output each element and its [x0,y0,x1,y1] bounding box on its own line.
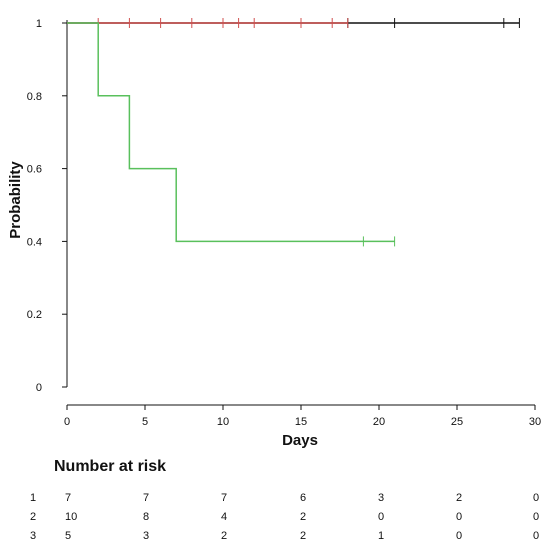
risk-count: 0 [456,511,463,523]
x-tick-label: 5 [142,416,148,428]
risk-count: 1 [378,530,385,542]
risk-count: 0 [533,530,540,542]
x-tick-label: 0 [64,416,70,428]
risk-count: 0 [456,530,463,542]
x-tick-label: 10 [217,416,229,428]
y-tick-label: 0.8 [27,91,42,103]
risk-count: 2 [456,492,463,504]
x-tick-label: 20 [373,416,385,428]
risk-table-title: Number at risk [54,458,167,475]
risk-count: 7 [221,492,228,504]
risk-count: 4 [221,511,228,523]
risk-count: 0 [533,492,540,504]
y-tick-label: 1 [36,18,42,30]
risk-count: 2 [300,530,307,542]
survival-chart: 0 5 10 15 20 25 30 0 0.2 0.4 0.6 0.8 1 Days Probabil… [7,18,541,449]
y-tick-label: 0.4 [27,236,42,248]
risk-count: 2 [300,511,307,523]
risk-row-label: 1 [30,492,37,504]
y-tick-label: 0 [36,382,42,394]
risk-count: 7 [143,492,150,504]
risk-count: 5 [65,530,72,542]
risk-row-label: 2 [30,511,37,523]
y-tick-label: 0.2 [27,309,42,321]
y-tick-label: 0.6 [27,164,42,176]
risk-count: 0 [378,511,385,523]
y-axis-title: Probability [7,161,24,239]
x-axis-title: Days [282,432,318,449]
risk-count: 2 [221,530,228,542]
x-tick-label: 30 [529,416,541,428]
x-tick-label: 15 [295,416,307,428]
risk-count: 8 [143,511,150,523]
risk-count: 3 [378,492,385,504]
series-3-curve [67,22,395,243]
axes: 0 5 10 15 20 25 30 0 0.2 0.4 0.6 0.8 1 [27,18,541,428]
risk-row-label: 3 [30,530,37,542]
risk-count: 7 [65,492,72,504]
risk-count: 0 [533,511,540,523]
x-tick-label: 25 [451,416,463,428]
risk-count: 10 [65,511,78,523]
survival-curves [67,18,520,247]
risk-count: 6 [300,492,307,504]
risk-count: 3 [143,530,150,542]
